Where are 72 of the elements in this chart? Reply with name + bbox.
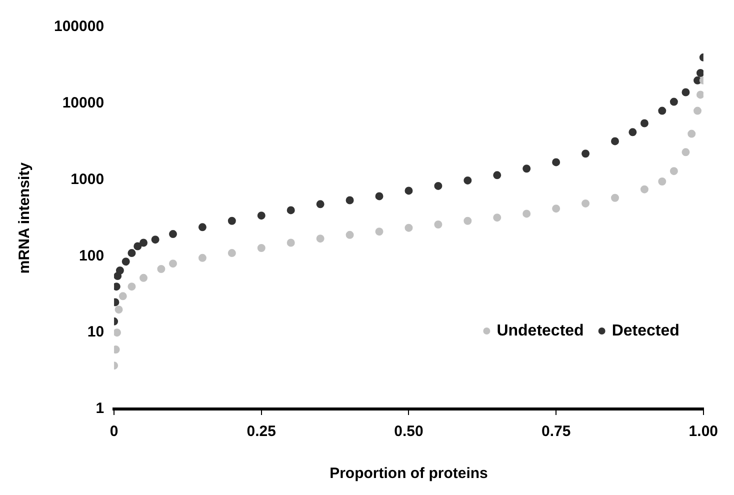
- point: [611, 194, 619, 202]
- x-tick-label: 1.00: [688, 423, 718, 440]
- y-tick-label: 10: [87, 324, 104, 341]
- x-tick-label: 0.50: [394, 423, 424, 440]
- point: [522, 210, 531, 218]
- point: [134, 242, 142, 250]
- point: [116, 266, 124, 274]
- point: [128, 249, 136, 258]
- point: [286, 206, 295, 214]
- point: [464, 216, 472, 225]
- point: [128, 282, 136, 291]
- point: [151, 236, 160, 244]
- y-tick-label: 1: [96, 400, 104, 418]
- point: [493, 171, 502, 180]
- point: [257, 244, 266, 252]
- point: [118, 292, 127, 300]
- point: [682, 148, 690, 156]
- point: [286, 238, 295, 247]
- point: [696, 90, 704, 99]
- point: [640, 119, 648, 128]
- x-tick-label: 0.25: [246, 423, 276, 440]
- point: [670, 167, 678, 176]
- point: [198, 254, 206, 262]
- point: [228, 249, 236, 258]
- point: [375, 228, 384, 236]
- point: [168, 230, 177, 238]
- y-tick-label: 100: [79, 247, 104, 264]
- point: [346, 230, 354, 239]
- point: [434, 220, 442, 228]
- point: [628, 128, 637, 136]
- y-tick-label: 100000: [54, 18, 104, 36]
- point: [316, 200, 324, 208]
- y-axis-title: mRNA intensity: [16, 162, 34, 274]
- legend-label: Undetected: [496, 322, 584, 340]
- point: [375, 192, 384, 200]
- point: [688, 130, 696, 138]
- point: [122, 258, 130, 266]
- point: [114, 328, 121, 337]
- point: [670, 98, 678, 106]
- x-tick-label: 0.75: [541, 423, 571, 440]
- point: [694, 106, 702, 115]
- legend-label: Detected: [612, 322, 680, 340]
- y-tick-label: 10000: [62, 94, 104, 112]
- point: [682, 88, 690, 96]
- y-tick-label: 1000: [70, 170, 104, 188]
- point: [464, 176, 472, 184]
- point: [434, 182, 442, 190]
- point: [552, 158, 560, 166]
- point: [140, 274, 148, 282]
- point: [493, 214, 502, 222]
- point: [198, 223, 206, 232]
- point: [658, 178, 666, 186]
- point: [140, 238, 148, 247]
- point: [696, 69, 704, 77]
- point: [114, 306, 123, 314]
- x-tick-label: 0: [110, 423, 118, 440]
- point: [552, 204, 560, 213]
- point: [582, 150, 590, 158]
- point: [582, 199, 590, 208]
- point: [658, 106, 666, 115]
- point: [228, 216, 236, 225]
- point: [257, 212, 266, 220]
- point: [611, 137, 619, 146]
- point: [168, 260, 177, 268]
- point: [316, 234, 324, 243]
- point: [404, 224, 413, 232]
- point: [522, 164, 531, 173]
- point: [404, 186, 413, 195]
- point: [157, 264, 166, 273]
- point: [640, 185, 648, 194]
- point: [346, 196, 354, 204]
- x-axis-title: Proportion of proteins: [330, 465, 488, 482]
